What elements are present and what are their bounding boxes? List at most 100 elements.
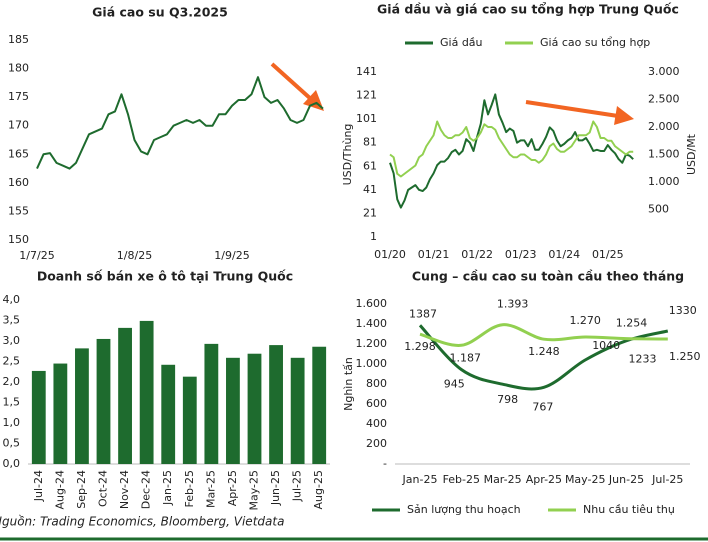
y-tick-label: 1,5	[3, 396, 21, 409]
y-tick-label: 21	[363, 206, 377, 219]
bar	[290, 357, 305, 464]
chart-title: Giá cao su Q3.2025	[92, 5, 228, 20]
x-tick-label: Mar-25	[484, 473, 522, 486]
x-tick-label: Apr-25	[226, 470, 239, 506]
x-tick-label: Jul-25	[291, 470, 304, 502]
x-tick-label: May-25	[565, 473, 606, 486]
data-label: 1.298	[404, 340, 436, 353]
x-tick-label: 01/21	[418, 248, 450, 261]
bar	[312, 346, 327, 464]
bar	[247, 353, 262, 464]
data-line	[419, 323, 668, 347]
x-tick-label: 01/23	[505, 248, 537, 261]
bar	[53, 363, 68, 464]
x-tick-label: Jul-25	[651, 473, 683, 486]
y-tick-label: 1,0	[3, 416, 21, 429]
y-tick-label: 1.600	[356, 297, 388, 310]
y-tick-label: 400	[366, 417, 387, 430]
y-tick-label: 200	[366, 437, 387, 450]
y-tick-label: 121	[356, 89, 377, 102]
y-tick-label: 800	[366, 377, 387, 390]
x-tick-label: Jan-25	[161, 470, 174, 506]
x-tick-label: Mar-25	[204, 470, 217, 508]
x-tick-label: Jun-25	[269, 470, 282, 506]
y-tick-label: 180	[8, 62, 29, 75]
chart-title: Cung – cầu cao su toàn cầu theo tháng	[412, 269, 684, 284]
arrow-head	[614, 106, 634, 125]
x-tick-label: May-25	[248, 470, 261, 511]
x-tick-label: Aug-24	[53, 470, 66, 509]
bar	[161, 364, 176, 464]
y2-tick-label: 2.500	[648, 93, 680, 106]
data-label: 945	[444, 378, 465, 391]
arrow-shaft	[270, 62, 314, 102]
y-tick-label: 81	[363, 136, 377, 149]
bar	[139, 320, 154, 464]
chart-title: Giá dầu và giá cao su tổng hợp Trung Quố…	[377, 2, 679, 17]
y-tick-label: 1.000	[356, 357, 388, 370]
y-tick-label: 175	[8, 90, 29, 103]
data-label: 1233	[629, 353, 657, 366]
x-tick-label: 01/20	[374, 248, 406, 261]
x-tick-label: Oct-24	[97, 470, 110, 507]
y-tick-label: 0,0	[3, 457, 21, 470]
data-label: 1.187	[450, 351, 482, 364]
arrow	[525, 100, 634, 125]
y2-tick-label: 3.000	[648, 65, 680, 78]
x-tick-label: Aug-25	[312, 470, 325, 509]
x-tick-label: 01/22	[461, 248, 493, 261]
y-tick-label: 600	[366, 397, 387, 410]
data-label: 1387	[409, 307, 437, 320]
y-tick-label: 185	[8, 33, 29, 46]
bar	[118, 327, 132, 464]
x-tick-label: 1/8/25	[117, 249, 152, 262]
x-tick-label: Jun-25	[608, 473, 644, 486]
y-tick-label: 0,5	[3, 437, 21, 450]
arrow-shaft	[525, 100, 619, 118]
y-tick-label: 1.400	[356, 317, 388, 330]
data-label: 798	[497, 393, 518, 406]
data-label: 1.250	[669, 350, 701, 363]
y-tick-label: 1	[370, 230, 377, 243]
data-label: 1.393	[497, 298, 529, 311]
y-tick-label: 3,5	[3, 314, 21, 327]
legend-label: Giá dầu	[440, 36, 483, 49]
y-tick-label: 141	[356, 65, 377, 78]
data-label: 1330	[669, 304, 697, 317]
x-tick-label: Apr-25	[526, 473, 562, 486]
y2-axis-label: USD/Mt	[685, 133, 698, 175]
y-axis-label: USD/Thùng	[341, 124, 354, 186]
data-line	[418, 324, 669, 391]
x-tick-label: 01/24	[548, 248, 580, 261]
bar	[226, 357, 240, 464]
bar	[75, 348, 89, 464]
x-tick-label: 01/25	[592, 248, 624, 261]
y-tick-label: 61	[363, 159, 377, 172]
bar	[96, 338, 111, 464]
legend-label: Giá cao su tổng hợp	[540, 36, 650, 49]
y-tick-label: 160	[8, 176, 29, 189]
y-tick-label: 170	[8, 119, 29, 132]
x-tick-label: 1/9/25	[214, 249, 249, 262]
x-tick-label: Dec-24	[140, 470, 153, 509]
bar	[31, 370, 46, 464]
y2-tick-label: 2.000	[648, 120, 680, 133]
bar	[204, 343, 219, 464]
y-tick-label: 165	[8, 147, 29, 160]
y-tick-label: 41	[363, 183, 377, 196]
bar	[182, 376, 197, 464]
data-label: 767	[532, 400, 553, 413]
y-tick-label: -	[383, 457, 387, 470]
legend-label: Sản lượng thu hoạch	[407, 503, 521, 516]
legend-label: Nhu cầu tiêu thụ	[583, 503, 675, 516]
x-tick-label: 1/7/25	[19, 249, 54, 262]
data-label: 1.248	[528, 345, 560, 358]
y-tick-label: 101	[356, 112, 377, 125]
data-label: 1040	[592, 339, 620, 352]
y-tick-label: 150	[8, 233, 29, 246]
y-tick-label: 2,0	[3, 375, 21, 388]
y-tick-label: 155	[8, 204, 29, 217]
y-tick-label: 1.200	[356, 337, 388, 350]
data-label: 1.254	[616, 317, 648, 330]
